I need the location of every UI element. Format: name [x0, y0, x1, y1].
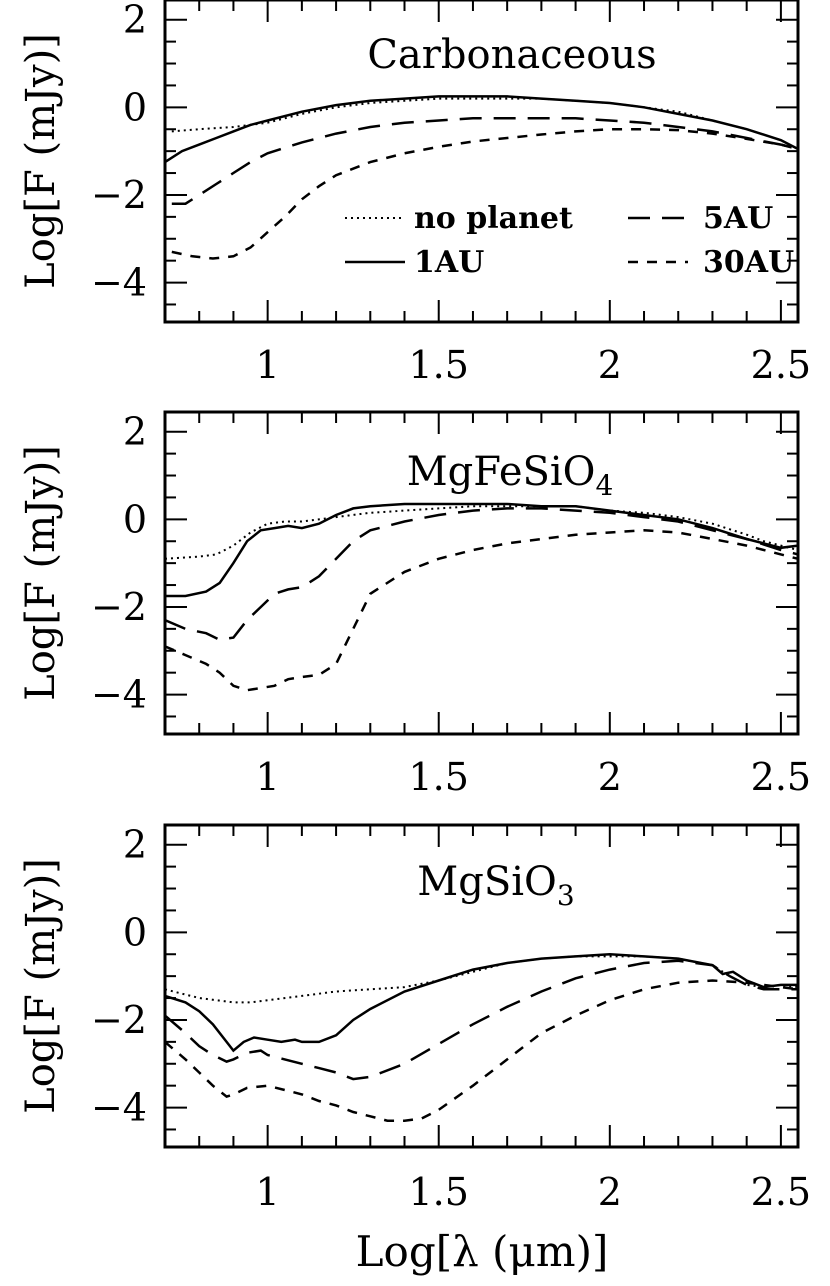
xtick-label: 1.5 — [409, 755, 469, 799]
series-5au — [164, 959, 798, 1081]
ytick-label: −2 — [91, 173, 147, 217]
panel-2-title: MgFeSiO4 — [407, 449, 614, 502]
ytick-label: −4 — [91, 673, 147, 717]
panel-1-title: Carbonaceous — [367, 32, 656, 78]
series-30au — [164, 979, 799, 1122]
ytick-label: −2 — [91, 585, 147, 629]
series-no-planet — [171, 97, 799, 150]
panel-carbonaceous: 2 0 −2 −4 1 1.5 2 2.5 Log[F (mJy)] Carbonaceous… — [18, 0, 811, 387]
panel-mgsio3: 2 0 −2 −4 1 1.5 2 2.5 Log[F (mJy)] MgSiO3 Log[λ… — [18, 823, 811, 1276]
panel-1-curves — [164, 95, 799, 260]
legend-label-no-planet: no planet — [414, 201, 573, 236]
legend-label-1au: 1AU — [414, 245, 484, 280]
panel-3-ticks: 2 0 −2 −4 1 1.5 2 2.5 — [91, 823, 811, 1214]
panel-1-ticks: 2 0 −2 −4 1 1.5 2 2.5 — [91, 0, 811, 387]
panel-2-frame — [163, 410, 800, 736]
legend-label-30au: 30AU — [703, 245, 794, 280]
ytick-label: 0 — [123, 497, 147, 541]
xtick-label: 2 — [598, 755, 622, 799]
panel-2-ticks: 2 0 −2 −4 1 1.5 2 2.5 — [91, 410, 811, 799]
legend-label-5au: 5AU — [703, 201, 773, 236]
series-5au — [171, 117, 799, 205]
xtick-label: 1 — [256, 755, 280, 799]
series-1au — [164, 95, 799, 164]
xtick-label: 2.5 — [751, 755, 811, 799]
panel-mgfesio4: 2 0 −2 −4 1 1.5 2 2.5 Log[F (mJy)] MgFeSiO4 — [18, 410, 811, 799]
ytick-label: 2 — [123, 410, 147, 454]
panel-3-ylabel: Log[F (mJy)] — [18, 858, 64, 1114]
series-no-planet — [164, 505, 799, 560]
series-5au — [164, 507, 799, 642]
series-1au — [164, 952, 798, 1053]
ytick-label: −4 — [91, 261, 147, 305]
ytick-label: 0 — [123, 85, 147, 129]
xtick-label: 2.5 — [751, 343, 811, 387]
panel-1-legend: no planet 5AU 1AU 30AU — [345, 201, 794, 280]
panel-3-title: MgSiO3 — [417, 859, 574, 912]
panel-2-ylabel: Log[F (mJy)] — [18, 445, 64, 701]
xtick-label: 2.5 — [751, 1170, 811, 1214]
ytick-label: 0 — [123, 910, 147, 954]
xtick-label: 1.5 — [409, 1170, 469, 1214]
ytick-label: 2 — [123, 823, 147, 867]
panel-3-curves — [164, 952, 799, 1122]
panel-2-curves — [164, 502, 799, 692]
xtick-label: 2 — [598, 343, 622, 387]
panel-1-ylabel: Log[F (mJy)] — [18, 33, 64, 289]
xtick-label: 1 — [256, 1170, 280, 1214]
xtick-label: 1.5 — [409, 343, 469, 387]
ytick-label: −2 — [91, 998, 147, 1042]
xtick-label: 1 — [256, 343, 280, 387]
ytick-label: 2 — [123, 0, 147, 42]
xtick-label: 2 — [598, 1170, 622, 1214]
panel-3-xlabel: Log[λ (μm)] — [356, 1227, 609, 1276]
series-30au — [171, 127, 799, 260]
series-1au — [165, 502, 799, 598]
series-30au — [164, 529, 799, 692]
ytick-label: −4 — [91, 1086, 147, 1130]
